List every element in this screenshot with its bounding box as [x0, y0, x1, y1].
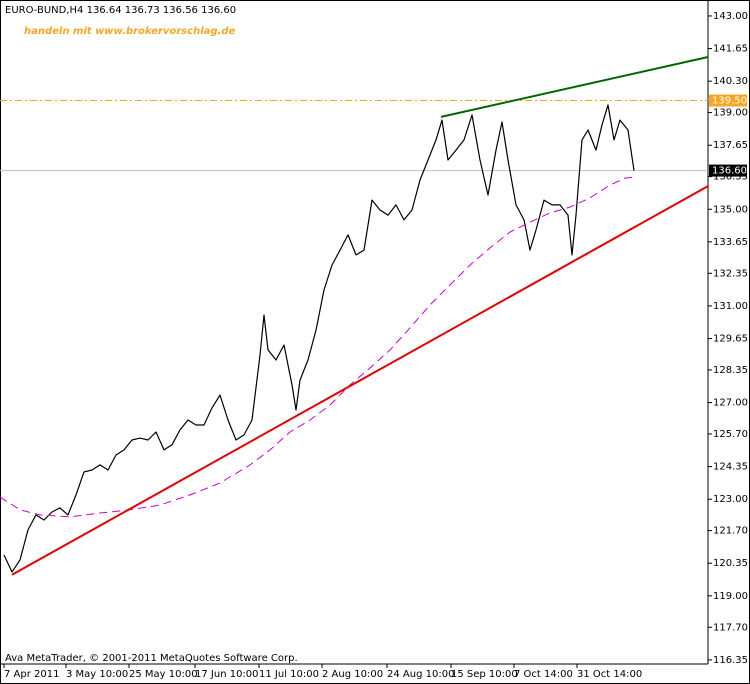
level-label: 139.50 [712, 96, 747, 107]
y-tick-label: 131.00 [713, 301, 748, 312]
y-tick-label: 127.00 [713, 398, 748, 409]
y-tick-label: 123.00 [713, 494, 748, 505]
chart-subtitle: handeln mit www.brokervorschlag.de [24, 26, 236, 37]
y-tick-label: 133.65 [713, 237, 748, 248]
x-tick-label: 7 Oct 14:00 [514, 669, 573, 680]
x-tick-label: 17 Jun 10:00 [195, 669, 259, 680]
footer: Ava MetaTrader, © 2001-2011 MetaQuotes S… [5, 653, 298, 664]
x-tick-label: 25 May 10:00 [129, 669, 198, 680]
y-tick-label: 119.00 [713, 591, 748, 602]
y-tick-label: 120.35 [713, 558, 748, 569]
x-tick-label: 24 Aug 10:00 [387, 669, 454, 680]
x-tick-label: 15 Sep 10:00 [451, 669, 518, 680]
x-tick-label: 11 Jul 10:00 [259, 669, 319, 680]
y-tick-label: 143.00 [713, 11, 748, 22]
y-tick-label: 125.70 [713, 429, 748, 440]
series-line [3, 104, 635, 573]
y-tick-label: 121.70 [713, 526, 748, 537]
level-label-box [709, 164, 747, 177]
y-tick-label: 135.00 [713, 204, 748, 215]
level-label-box [709, 94, 747, 107]
y-tick-label: 124.35 [713, 462, 748, 473]
x-tick-label: 31 Oct 14:00 [577, 669, 642, 680]
x-tick-label: 7 Apr 2011 [4, 669, 59, 680]
x-tick-label: 2 Aug 10:00 [322, 669, 383, 680]
y-tick-label: 139.00 [713, 108, 748, 119]
y-tick-label: 141.65 [713, 44, 748, 55]
y-tick-label: 132.35 [713, 268, 748, 279]
level-label: 136.60 [712, 166, 747, 177]
chart-title: EURO-BUND,H4 136.64 136.73 136.56 136.60 [5, 5, 236, 16]
x-tick-label: 3 May 10:00 [66, 669, 128, 680]
series-line [440, 56, 709, 118]
series-line [11, 185, 709, 576]
y-tick-label: 129.65 [713, 334, 748, 345]
y-tick-label: 116.35 [713, 655, 748, 666]
y-tick-label: 117.70 [713, 622, 748, 633]
series-line [0, 176, 636, 518]
y-tick-label: 140.30 [713, 76, 748, 87]
y-tick-label: 137.65 [713, 140, 748, 151]
y-tick-label: 136.35 [713, 172, 748, 183]
y-tick-label: 128.35 [713, 365, 748, 376]
